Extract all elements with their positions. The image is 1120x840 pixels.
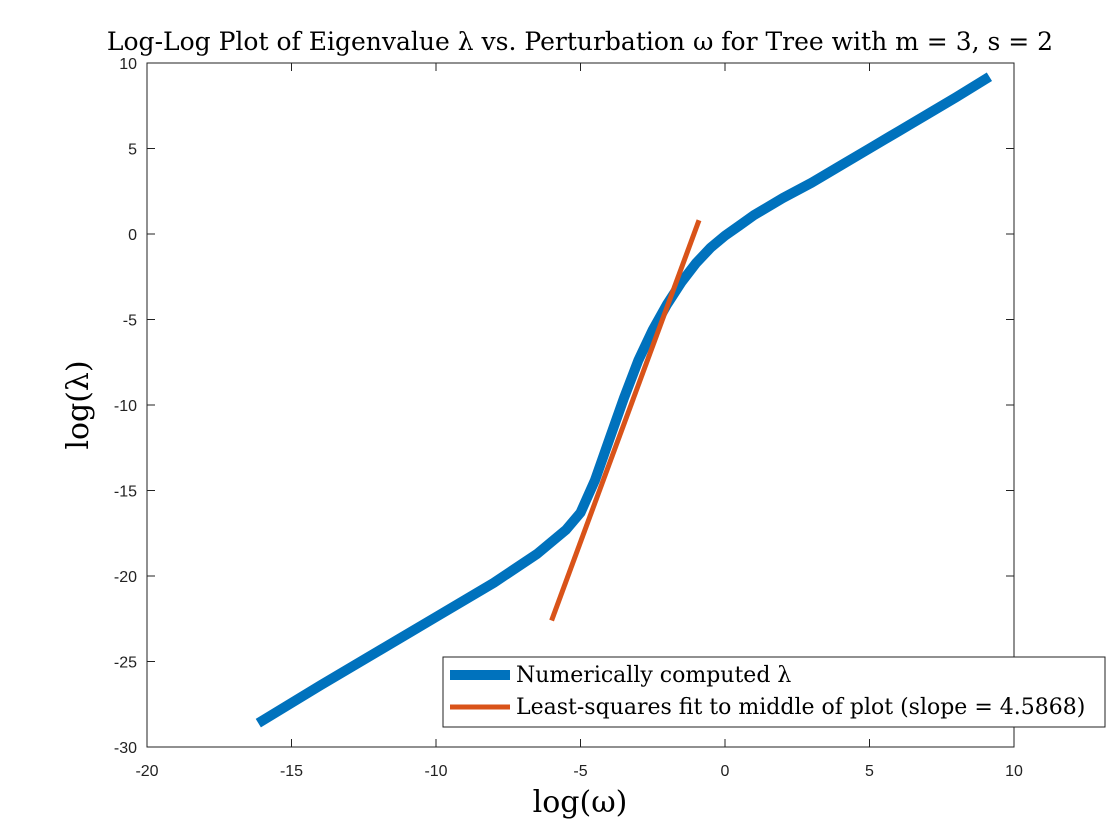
chart-title: Log-Log Plot of Eigenvalue λ vs. Perturb… xyxy=(107,27,1053,56)
x-tick-label: 5 xyxy=(865,763,874,780)
legend: Numerically computed λ Least-squares fit… xyxy=(442,656,1106,728)
y-tick-label: -5 xyxy=(123,313,137,330)
y-tick-label: -30 xyxy=(114,740,137,757)
x-tick-label: -10 xyxy=(424,763,447,780)
legend-label-numerical: Numerically computed λ xyxy=(516,663,791,688)
y-axis: -30 -25 -20 -15 -10 -5 0 5 10 xyxy=(114,56,1014,757)
x-tick-label: 10 xyxy=(1005,763,1023,780)
y-tick-label: 0 xyxy=(128,227,137,244)
y-tick-label: -10 xyxy=(114,398,137,415)
series-line-numerical xyxy=(255,72,993,728)
y-tick-label: -20 xyxy=(114,569,137,586)
y-tick-label: -25 xyxy=(114,655,137,672)
x-tick-label: -20 xyxy=(135,763,158,780)
x-axis: -20 -15 -10 -5 0 5 10 xyxy=(135,63,1023,780)
legend-label-fit: Least-squares fit to middle of plot (slo… xyxy=(516,695,1085,720)
y-axis-label: log(λ) xyxy=(61,360,96,449)
plot-frame xyxy=(146,62,1015,748)
series-layer xyxy=(255,72,993,728)
series-line-fit xyxy=(549,219,702,622)
x-axis-label: log(ω) xyxy=(533,785,628,820)
x-tick-label: 0 xyxy=(721,763,730,780)
plot-area: -20 -15 -10 -5 0 5 10 -30 -25 -20 -15 -10 -5 0 5 10 xyxy=(114,56,1023,780)
legend-box xyxy=(442,656,1106,728)
y-tick-label: 10 xyxy=(119,56,137,73)
y-tick-label: -15 xyxy=(114,484,137,501)
x-tick-label: -15 xyxy=(280,763,303,780)
x-tick-label: -5 xyxy=(573,763,587,780)
y-tick-label: 5 xyxy=(128,142,137,159)
